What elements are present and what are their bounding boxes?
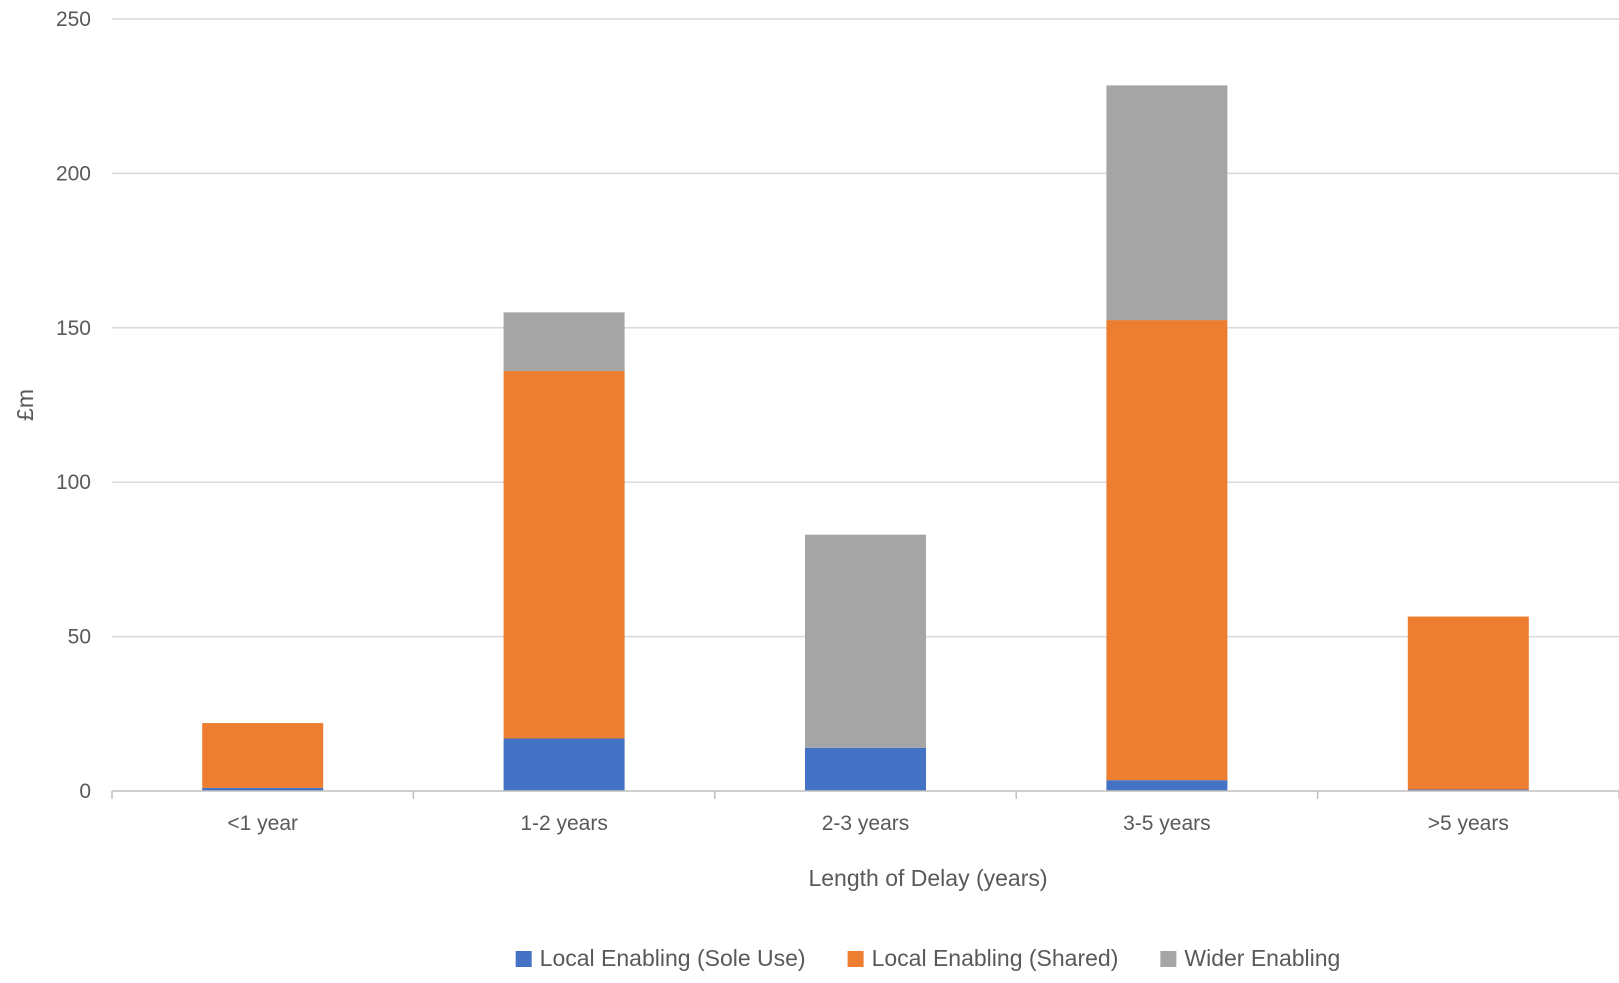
legend-swatch <box>515 951 532 967</box>
x-tick-label: <1 year <box>227 812 298 835</box>
legend-label: Local Enabling (Sole Use) <box>540 945 806 971</box>
bar-segment <box>503 371 625 739</box>
y-tick-label: 150 <box>56 317 91 340</box>
legend: Local Enabling (Sole Use) Local Enabling … <box>515 945 1340 971</box>
x-tick-label: 3-5 years <box>1123 812 1211 835</box>
x-axis <box>111 790 1619 799</box>
x-axis-title: Length of Delay (years) <box>808 865 1047 891</box>
bars <box>202 85 1529 791</box>
y-tick-label: 0 <box>79 780 91 803</box>
legend-item: Wider Enabling <box>1160 945 1340 971</box>
bar-segment <box>805 747 926 791</box>
x-tick-label: 1-2 years <box>520 812 608 835</box>
bar-segment <box>1106 85 1228 321</box>
bar-segment <box>202 787 324 791</box>
bar-segment <box>1407 616 1529 790</box>
legend-item: Local Enabling (Sole Use) <box>515 945 806 971</box>
legend-item: Local Enabling (Shared) <box>847 945 1119 971</box>
y-axis-title: £m <box>12 389 38 421</box>
bar-segment <box>503 738 625 791</box>
legend-label: Wider Enabling <box>1184 945 1340 971</box>
y-tick-label: 50 <box>68 626 91 649</box>
legend-swatch <box>847 951 864 967</box>
gridlines <box>112 18 1619 638</box>
y-axis-ticks: 0 50 100 150 200 250 <box>56 8 91 803</box>
x-tick-label: 2-3 years <box>822 812 910 835</box>
bar-segment <box>805 534 926 748</box>
bar-segment <box>1106 320 1228 781</box>
legend-swatch <box>1160 951 1177 967</box>
x-axis-ticks: <1 year 1-2 years 2-3 years 3-5 years >5 yea… <box>227 812 1508 835</box>
y-tick-label: 250 <box>56 8 91 31</box>
bar-segment <box>202 723 324 788</box>
bar-segment <box>503 312 625 372</box>
y-tick-label: 200 <box>56 162 91 185</box>
bar-segment <box>1407 789 1529 791</box>
x-tick-label: >5 years <box>1428 812 1509 835</box>
legend-label: Local Enabling (Shared) <box>872 945 1119 971</box>
bar-segment <box>1106 780 1228 791</box>
y-tick-label: 100 <box>56 471 91 494</box>
